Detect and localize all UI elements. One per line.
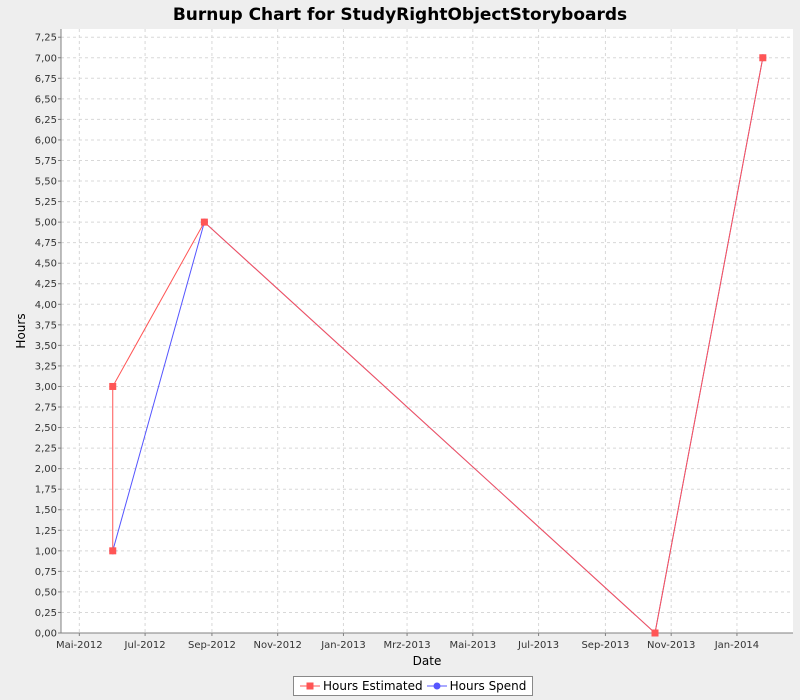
y-tick-label: 6,75: [35, 74, 57, 85]
y-tick-label: 3,00: [35, 382, 57, 393]
y-tick-label: 6,25: [35, 115, 57, 126]
y-tick-label: 2,00: [35, 464, 57, 475]
legend-circle-marker-icon: [426, 682, 447, 690]
y-tick-label: 5,50: [35, 177, 57, 188]
x-tick-label: Jan-2014: [714, 640, 759, 651]
legend-label-hours-estimated: Hours Estimated: [323, 679, 423, 693]
y-tick-label: 6,50: [35, 94, 57, 105]
legend-item-hours-spend: Hours Spend: [426, 679, 527, 693]
x-axis-label: Date: [413, 654, 442, 668]
x-tick-label: Jan-2013: [320, 640, 365, 651]
x-tick-label: Mai-2013: [450, 640, 497, 651]
y-tick-label: 2,75: [35, 403, 57, 414]
y-tick-label: 7,00: [35, 53, 57, 64]
x-tick-label: Jul-2013: [517, 640, 559, 651]
x-tick-label: Sep-2013: [581, 640, 629, 651]
chart-title: Burnup Chart for StudyRightObjectStorybo…: [173, 5, 627, 25]
legend-item-hours-estimated: Hours Estimated: [300, 679, 423, 693]
y-tick-label: 5,25: [35, 197, 57, 208]
y-tick-label: 1,75: [35, 485, 57, 496]
y-tick-label: 0,50: [35, 587, 57, 598]
y-tick-label: 0,00: [35, 629, 57, 640]
y-tick-label: 4,00: [35, 300, 57, 311]
data-point-hours-estimated: [759, 54, 767, 62]
y-tick-label: 4,25: [35, 279, 57, 290]
x-tick-label: Nov-2013: [647, 640, 695, 651]
y-tick-label: 0,75: [35, 567, 57, 578]
y-axis-ticks: 0,00 0,25 0,50 0,75 1,00 1,25 1,50 1,75 2,00 2,25…: [35, 33, 61, 640]
series-layer: [109, 54, 767, 637]
y-tick-label: 4,75: [35, 238, 57, 249]
y-tick-label: 5,75: [35, 156, 57, 167]
x-tick-label: Nov-2012: [254, 640, 302, 651]
y-tick-label: 2,25: [35, 444, 57, 455]
y-tick-label: 3,25: [35, 361, 57, 372]
x-tick-label: Jul-2012: [124, 640, 166, 651]
legend: Hours Estimated Hours Spend: [293, 676, 534, 696]
legend-label-hours-spend: Hours Spend: [449, 679, 527, 693]
y-axis-label: Hours: [14, 313, 28, 348]
x-tick-label: Mai-2012: [56, 640, 103, 651]
y-tick-label: 4,50: [35, 259, 57, 270]
data-point-hours-estimated: [109, 547, 117, 555]
x-tick-label: Sep-2012: [188, 640, 236, 651]
data-point-hours-estimated: [651, 629, 659, 637]
grid-lines: [61, 29, 793, 634]
y-tick-label: 7,25: [35, 33, 57, 44]
y-tick-label: 5,00: [35, 218, 57, 229]
x-tick-label: Mrz-2013: [384, 640, 431, 651]
y-tick-label: 1,25: [35, 526, 57, 537]
x-axis-ticks: Mai-2012 Jul-2012 Sep-2012 Nov-2012 Jan-2013…: [56, 633, 759, 651]
y-tick-label: 3,75: [35, 320, 57, 331]
y-tick-label: 2,50: [35, 423, 57, 434]
data-point-hours-estimated: [200, 218, 208, 226]
burnup-chart: Burnup Chart for StudyRightObjectStorybo…: [14, 5, 793, 668]
y-tick-label: 6,00: [35, 135, 57, 146]
y-tick-label: 0,25: [35, 608, 57, 619]
legend-square-marker-icon: [300, 682, 320, 690]
data-point-hours-estimated: [109, 382, 117, 390]
y-tick-label: 3,50: [35, 341, 57, 352]
y-tick-label: 1,00: [35, 546, 57, 557]
y-tick-label: 1,50: [35, 505, 57, 516]
